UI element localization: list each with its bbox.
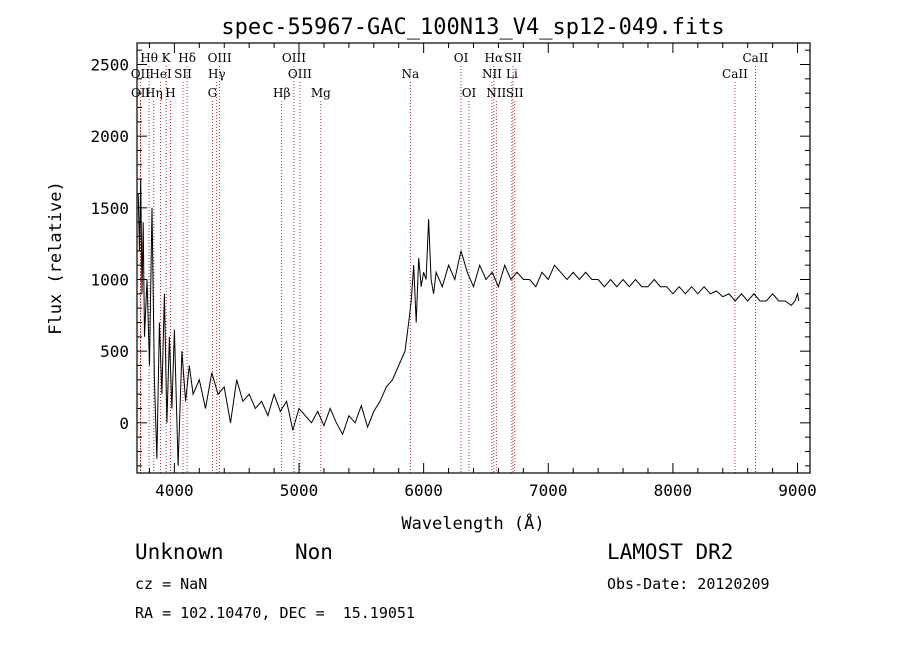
line-marker-label: Hδ — [178, 51, 196, 65]
line-marker-label: HeI — [149, 67, 172, 81]
line-marker-label: SII — [174, 67, 192, 81]
spectral-subclass: Non — [295, 540, 333, 564]
x-axis-label: Wavelength (Å) — [401, 512, 544, 534]
line-marker-label: Hθ — [140, 51, 158, 65]
line-marker-label: OII — [131, 67, 151, 81]
y-axis-label: Flux (relative) — [46, 181, 66, 335]
line-marker-label: Hη — [145, 86, 163, 100]
line-marker-label: H — [165, 86, 175, 100]
line-marker-label: Mg — [311, 86, 331, 100]
line-marker-label: Hγ — [208, 67, 226, 81]
y-tick-label: 2000 — [90, 127, 129, 146]
line-marker-label: NII — [482, 67, 502, 81]
ra-dec: RA = 102.10470, DEC = 15.19051 — [135, 604, 415, 622]
redshift-cz: cz = NaN — [135, 575, 208, 593]
y-tick-label: 0 — [119, 414, 129, 433]
line-marker-label: OI — [462, 86, 477, 100]
line-marker-label: Hβ — [273, 86, 290, 100]
survey-name: LAMOST DR2 — [607, 540, 734, 564]
y-tick-label: 1500 — [90, 199, 129, 218]
line-marker-label: OIII — [288, 67, 312, 81]
line-marker-label: OI — [454, 51, 469, 65]
spectral-class: Unknown — [135, 540, 224, 564]
line-marker-label: SII — [504, 51, 522, 65]
x-tick-label: 4000 — [155, 481, 194, 500]
y-tick-label: 2500 — [90, 56, 129, 75]
spectrum-line — [137, 179, 800, 466]
line-marker-label: K — [162, 51, 172, 65]
y-tick-label: 500 — [100, 342, 129, 361]
line-marker-label: Na — [401, 67, 419, 81]
x-tick-label: 8000 — [654, 481, 693, 500]
line-marker-label: CaII — [742, 51, 768, 65]
line-marker-label: OIII — [282, 51, 306, 65]
x-tick-label: 5000 — [280, 481, 319, 500]
line-marker-label: SII — [506, 86, 524, 100]
line-marker-label: G — [208, 86, 218, 100]
line-marker-label: Hα — [485, 51, 504, 65]
axis-ticks: 4000 5000 6000 7000 8000 9000 0 500 1000 1500 2000… — [90, 43, 817, 500]
line-marker-label: Li — [506, 67, 518, 81]
line-marker-label: CaII — [722, 67, 748, 81]
x-tick-label: 6000 — [404, 481, 443, 500]
obs-date: Obs-Date: 20120209 — [607, 575, 770, 593]
chart-title: spec-55967-GAC_100N13_V4_sp12-049.fits — [221, 15, 724, 40]
x-tick-label: 9000 — [778, 481, 817, 500]
y-tick-label: 1000 — [90, 271, 129, 290]
x-tick-label: 7000 — [529, 481, 568, 500]
plot-frame — [136, 42, 811, 474]
line-marker-label: NII — [486, 86, 506, 100]
line-marker-label: OIII — [208, 51, 232, 65]
